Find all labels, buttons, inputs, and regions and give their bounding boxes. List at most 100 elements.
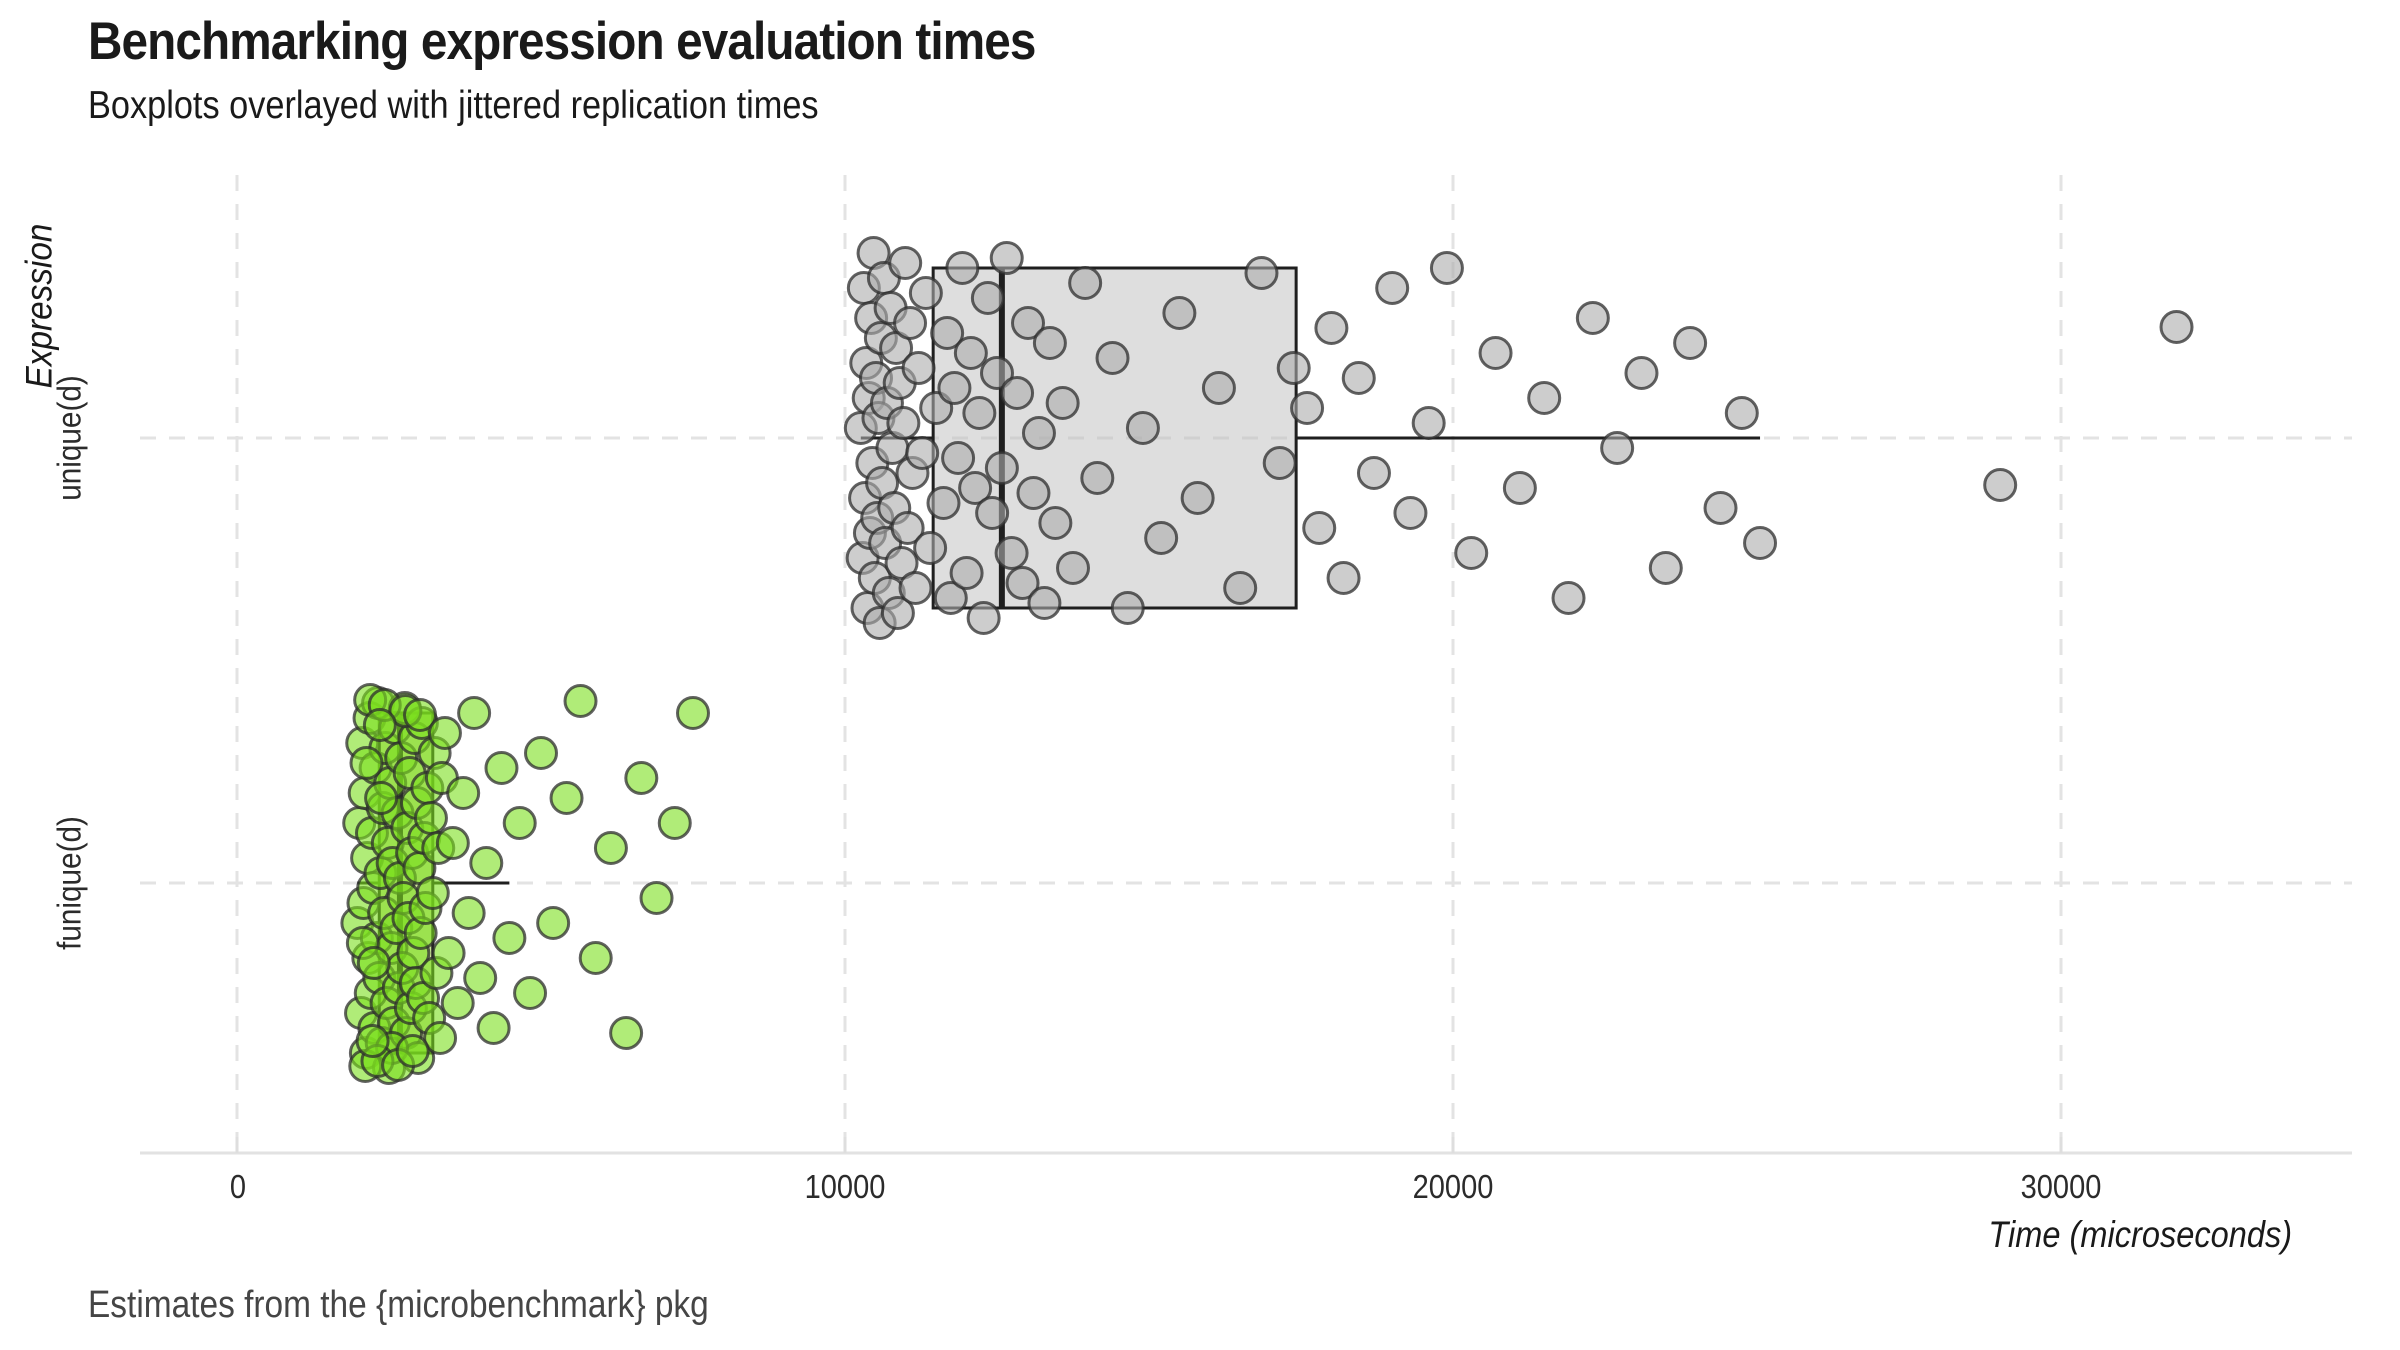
jitter-point: [1180, 481, 1215, 515]
jitter-point: [1429, 251, 1464, 285]
jitter-point: [469, 846, 504, 880]
jitter-point: [1011, 306, 1046, 340]
jitter-point: [1551, 581, 1586, 615]
jitter-point: [1356, 456, 1391, 490]
jitter-point: [1005, 566, 1040, 600]
jitter-point: [395, 1034, 430, 1068]
jitter-point: [355, 1024, 390, 1058]
jitter-point: [440, 986, 475, 1020]
jitter-point: [994, 536, 1029, 570]
jitter-point: [1095, 341, 1130, 375]
jitter-point: [1056, 551, 1090, 585]
jitter-point: [1162, 296, 1197, 330]
jitter-point: [427, 716, 462, 750]
jitter-point: [1624, 356, 1659, 390]
jitter-point: [984, 451, 1019, 485]
jitter-point: [1068, 266, 1103, 300]
jitter-point: [1314, 311, 1349, 345]
jitter-point: [958, 471, 993, 505]
jitter-point: [609, 1016, 644, 1050]
jitter-point: [502, 806, 537, 840]
jitter-point: [1393, 496, 1428, 530]
jitter-point: [975, 496, 1010, 530]
jitter-point: [1724, 396, 1759, 430]
jitter-point: [1080, 461, 1115, 495]
jitter-point: [446, 776, 481, 810]
jitter-point: [1110, 591, 1145, 625]
jitter-point: [657, 806, 692, 840]
jitter-point: [457, 696, 492, 730]
jitter-point: [980, 356, 1014, 390]
jitter-point: [1027, 586, 1062, 620]
jitter-point: [913, 531, 948, 565]
chart-subtitle: Boxplots overlayed with jittered replica…: [88, 84, 819, 127]
jitter-point: [639, 881, 674, 915]
jitter-point: [949, 556, 984, 590]
jitter-point: [888, 246, 923, 280]
jitter-point: [492, 921, 527, 955]
jitter-point: [905, 436, 940, 470]
jitter-point: [415, 876, 450, 910]
jitter-point: [1038, 506, 1073, 540]
jitter-point: [926, 486, 961, 520]
x-tick-label-20000: 20000: [1412, 1168, 1494, 1205]
jitter-point: [930, 316, 965, 350]
jitter-point: [1276, 351, 1311, 385]
jitter-point: [1045, 386, 1080, 420]
jitter-point: [1244, 256, 1279, 290]
jitter-point: [908, 276, 943, 310]
jitter-point: [549, 781, 584, 815]
jitter-point: [423, 1021, 458, 1055]
jitter-point: [435, 826, 470, 860]
jitter-point: [1502, 471, 1537, 505]
jitter-point: [451, 896, 486, 930]
jitter-point: [563, 684, 598, 718]
jitter-point: [1021, 416, 1056, 450]
jitter-point: [476, 1011, 511, 1045]
jitter-point: [2159, 310, 2194, 344]
jitter-point: [1703, 491, 1738, 525]
jitter-point: [1600, 431, 1635, 465]
jitter-point: [953, 336, 988, 370]
jitter-point: [880, 596, 915, 630]
jitter-point: [513, 976, 548, 1010]
jitter-point: [413, 801, 448, 835]
jitter-point: [898, 571, 933, 605]
jitter-point: [1326, 561, 1361, 595]
jitter-point: [624, 761, 659, 795]
x-tick-label-0: 0: [229, 1168, 247, 1205]
jitter-point: [1673, 326, 1708, 360]
jitter-point: [1223, 571, 1258, 605]
jitter-point: [1454, 536, 1489, 570]
jitter-point: [1375, 271, 1410, 305]
jitter-point: [1290, 391, 1325, 425]
jitter-point: [578, 941, 613, 975]
jitter-point: [1262, 446, 1297, 480]
x-tick-label-10000: 10000: [804, 1168, 886, 1205]
jitter-point: [1478, 336, 1513, 370]
jitter-point: [349, 746, 384, 780]
jitter-point: [901, 351, 936, 385]
jitter-point: [966, 601, 1001, 635]
jitter-point: [933, 581, 968, 615]
jitter-point: [1341, 361, 1376, 395]
jitter-point: [1032, 326, 1067, 360]
jitter-point: [1000, 376, 1035, 410]
x-axis-title: Time (microseconds): [1988, 1214, 2292, 1255]
jitter-point: [1144, 521, 1179, 555]
jitter-point: [1016, 476, 1051, 510]
jitter-point: [484, 751, 519, 785]
jitter-point: [1575, 301, 1610, 335]
jitter-point: [893, 306, 928, 340]
x-tick-label-30000: 30000: [2020, 1168, 2102, 1205]
jitter-point: [1125, 411, 1160, 445]
jitter-point: [890, 511, 925, 545]
jitter-point: [1648, 551, 1683, 585]
jitter-point: [524, 736, 558, 770]
jitter-point: [945, 251, 980, 285]
jitter-point: [362, 708, 397, 742]
jitter-point: [1411, 406, 1446, 440]
jitter-point: [593, 831, 628, 865]
